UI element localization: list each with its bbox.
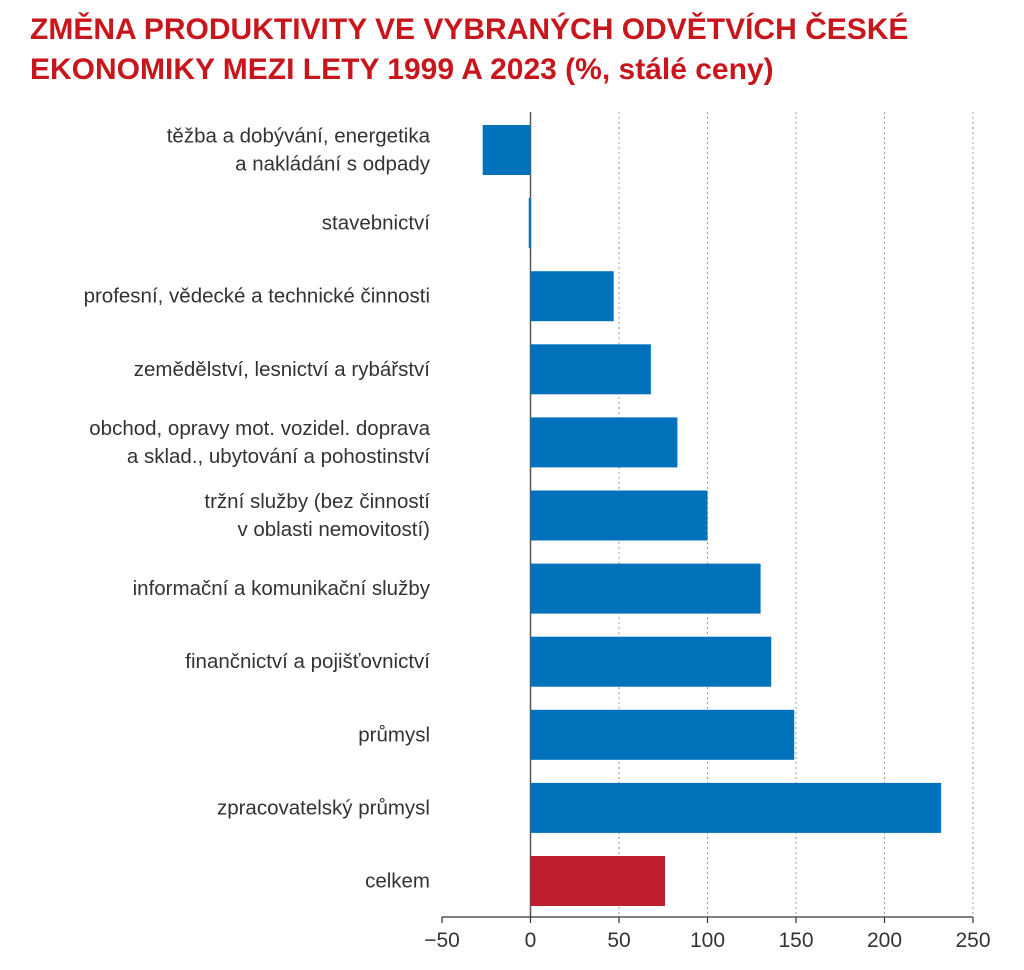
- bar-5: [530, 490, 708, 541]
- category-label-4-1: a sklad., ubytování a pohostinství: [127, 445, 430, 468]
- bar-9: [530, 782, 942, 833]
- category-label-0-1: a nakládání s odpady: [235, 153, 431, 176]
- bar-10: [530, 856, 666, 906]
- x-tick-label-1: 0: [525, 929, 537, 952]
- category-label-10-0: celkem: [365, 870, 430, 893]
- chart-title-line-1: ZMĚNA PRODUKTIVITY VE VYBRANÝCH ODVĚTVÍC…: [30, 13, 909, 46]
- category-label-7-0: finančnictví a pojišťovnictví: [185, 650, 430, 673]
- bars: [482, 125, 942, 906]
- category-labels: těžba a dobývání, energetika a nakládání …: [84, 125, 431, 893]
- category-label-6-0: informační a komunikační služby: [133, 577, 431, 600]
- category-label-9-0: zpracovatelský průmysl: [217, 796, 430, 819]
- x-axis: −50 0 50 100 150 200 250: [424, 916, 991, 952]
- chart-title-line-2: EKONOMIKY MEZI LETY 1999 A 2023 (%, stál…: [30, 53, 774, 86]
- category-label-2-0: profesní, vědecké a technické činnosti: [84, 285, 430, 308]
- x-tick-label-2: 50: [607, 929, 630, 952]
- bar-8: [530, 709, 795, 760]
- bar-7: [530, 636, 772, 687]
- bar-2: [530, 271, 614, 322]
- bar-4: [530, 417, 678, 468]
- bar-1: [528, 198, 531, 249]
- category-label-5-1: v oblasti nemovitostí): [237, 518, 430, 541]
- bar-6: [530, 563, 761, 614]
- x-tick-label-5: 200: [867, 929, 902, 952]
- chart-title: ZMĚNA PRODUKTIVITY VE VYBRANÝCH ODVĚTVÍC…: [30, 10, 1010, 90]
- category-label-1-0: stavebnictví: [322, 212, 431, 235]
- category-label-5-0: tržní služby (bez činností: [204, 490, 430, 513]
- bar-3: [530, 344, 651, 395]
- category-label-3-0: zemědělství, lesnictví a rybářství: [134, 358, 431, 381]
- category-label-8-0: průmysl: [358, 723, 430, 746]
- x-tick-label-6: 250: [955, 929, 990, 952]
- x-tick-label-3: 100: [690, 929, 725, 952]
- x-tick-label-0: −50: [424, 929, 460, 952]
- x-tick-label-4: 150: [778, 929, 813, 952]
- bar-0: [482, 125, 531, 175]
- category-label-4-0: obchod, opravy mot. vozidel. doprava: [89, 417, 430, 440]
- category-label-0-0: těžba a dobývání, energetika: [167, 125, 431, 148]
